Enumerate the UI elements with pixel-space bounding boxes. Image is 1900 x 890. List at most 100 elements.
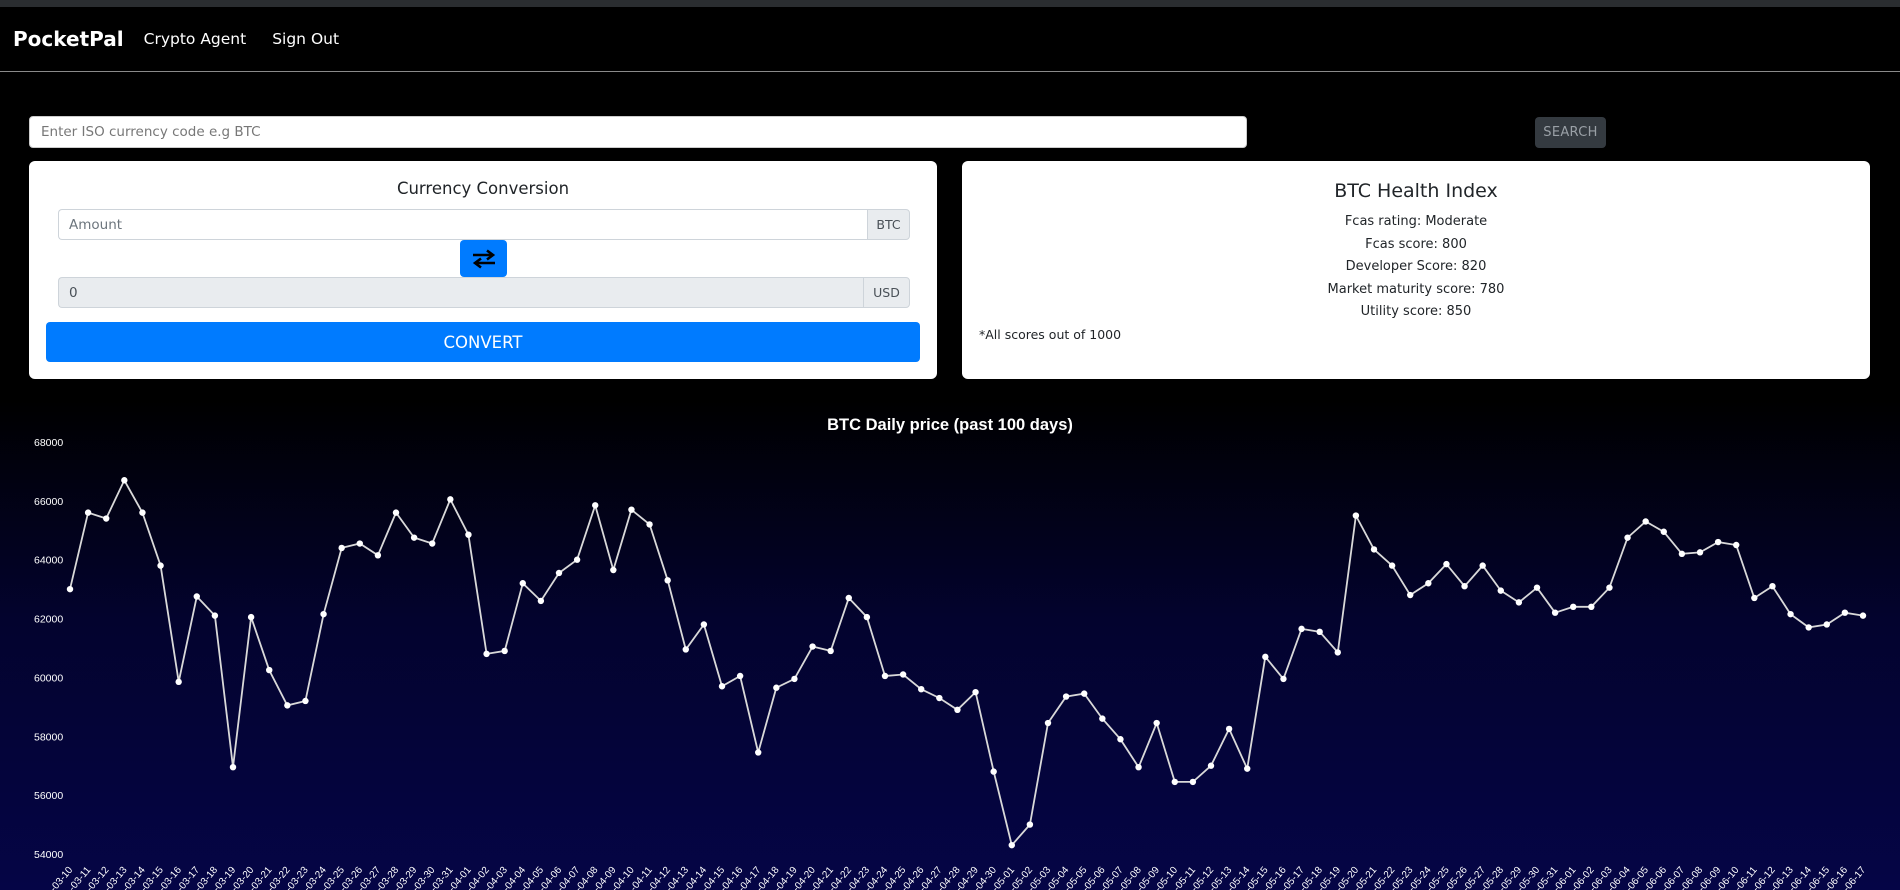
converted-amount-field[interactable] — [58, 277, 863, 308]
price-point[interactable] — [121, 477, 128, 484]
price-point[interactable] — [1062, 693, 1070, 700]
price-point[interactable] — [1189, 778, 1197, 786]
price-point[interactable] — [592, 502, 599, 509]
price-point[interactable] — [1841, 609, 1849, 616]
price-point[interactable] — [1388, 562, 1396, 569]
price-point[interactable] — [1117, 736, 1124, 743]
price-point[interactable] — [1026, 821, 1034, 828]
price-point[interactable] — [429, 540, 436, 547]
price-point[interactable] — [1533, 584, 1541, 591]
amount-input[interactable] — [58, 209, 867, 240]
price-point[interactable] — [664, 577, 671, 584]
price-point[interactable] — [1823, 621, 1830, 628]
nav-link-sign-out[interactable]: Sign Out — [272, 30, 340, 48]
price-point[interactable] — [809, 643, 816, 650]
currency-search-input[interactable] — [29, 116, 1247, 148]
price-point[interactable] — [646, 521, 653, 528]
price-point[interactable] — [1624, 534, 1631, 541]
price-point[interactable] — [1497, 587, 1504, 594]
price-point[interactable] — [501, 647, 508, 655]
price-point[interactable] — [1551, 609, 1559, 616]
price-point[interactable] — [193, 593, 200, 600]
price-point[interactable] — [1805, 624, 1812, 631]
price-point[interactable] — [1171, 778, 1178, 786]
nav-link-crypto-agent[interactable]: Crypto Agent — [143, 30, 247, 48]
price-point[interactable] — [1044, 719, 1052, 727]
price-point[interactable] — [537, 597, 545, 605]
price-point[interactable] — [1443, 560, 1450, 568]
price-point[interactable] — [1370, 546, 1378, 553]
price-point[interactable] — [266, 666, 273, 674]
price-point[interactable] — [483, 650, 490, 658]
price-point[interactable] — [1479, 562, 1486, 569]
price-point[interactable] — [1751, 594, 1758, 602]
price-point[interactable] — [320, 610, 327, 618]
price-point[interactable] — [356, 540, 363, 547]
price-point[interactable] — [338, 544, 345, 552]
price-point[interactable] — [66, 585, 74, 593]
price-point[interactable] — [175, 678, 182, 686]
price-point[interactable] — [682, 646, 689, 653]
price-point[interactable] — [881, 672, 889, 680]
price-point[interactable] — [1461, 583, 1468, 590]
price-point[interactable] — [1244, 765, 1251, 772]
price-point[interactable] — [139, 509, 146, 516]
price-point[interactable] — [1316, 628, 1323, 636]
price-point[interactable] — [1280, 675, 1287, 683]
price-point[interactable] — [1660, 528, 1667, 535]
price-point[interactable] — [827, 647, 834, 655]
price-point[interactable] — [936, 694, 943, 702]
price-point[interactable] — [284, 702, 291, 709]
price-point[interactable] — [1298, 625, 1305, 633]
price-point[interactable] — [229, 763, 237, 771]
price-point[interactable] — [374, 552, 382, 559]
price-point[interactable] — [1733, 541, 1740, 549]
price-point[interactable] — [1787, 610, 1794, 618]
price-point[interactable] — [103, 515, 110, 522]
price-point[interactable] — [1425, 580, 1432, 587]
price-point[interactable] — [247, 613, 255, 621]
price-point[interactable] — [1135, 763, 1142, 771]
price-point[interactable] — [1588, 603, 1595, 610]
price-point[interactable] — [211, 612, 219, 619]
price-point[interactable] — [773, 684, 780, 691]
price-point[interactable] — [447, 496, 454, 503]
price-point[interactable] — [1642, 518, 1649, 525]
convert-button[interactable]: CONVERT — [46, 322, 920, 362]
price-point[interactable] — [1207, 762, 1215, 769]
price-point[interactable] — [718, 683, 726, 690]
price-point[interactable] — [990, 768, 997, 775]
price-point[interactable] — [1407, 591, 1414, 599]
price-point[interactable] — [1352, 512, 1360, 519]
price-point[interactable] — [845, 594, 852, 602]
price-point[interactable] — [1570, 603, 1577, 610]
price-point[interactable] — [899, 671, 907, 678]
price-point[interactable] — [465, 531, 472, 538]
price-point[interactable] — [1859, 612, 1867, 619]
price-point[interactable] — [610, 566, 617, 574]
search-button[interactable]: SEARCH — [1535, 117, 1606, 148]
price-point[interactable] — [1081, 690, 1088, 697]
price-point[interactable] — [863, 613, 871, 621]
price-point[interactable] — [954, 706, 961, 713]
price-point[interactable] — [628, 506, 635, 513]
price-point[interactable] — [1678, 550, 1686, 558]
price-point[interactable] — [302, 697, 309, 705]
price-point[interactable] — [410, 534, 418, 541]
price-point[interactable] — [573, 556, 581, 563]
price-point[interactable] — [1225, 725, 1233, 733]
price-point[interactable] — [84, 509, 92, 516]
price-point[interactable] — [791, 675, 798, 683]
price-point[interactable] — [918, 686, 925, 693]
price-point[interactable] — [392, 509, 400, 516]
price-point[interactable] — [1262, 653, 1269, 661]
price-point[interactable] — [1515, 599, 1523, 606]
price-point[interactable] — [519, 580, 526, 587]
price-point[interactable] — [1334, 649, 1341, 656]
price-point[interactable] — [700, 621, 708, 628]
price-point[interactable] — [972, 688, 979, 696]
price-point[interactable] — [736, 672, 744, 680]
price-point[interactable] — [1153, 719, 1160, 727]
price-point[interactable] — [1769, 583, 1776, 590]
price-point[interactable] — [755, 749, 762, 756]
